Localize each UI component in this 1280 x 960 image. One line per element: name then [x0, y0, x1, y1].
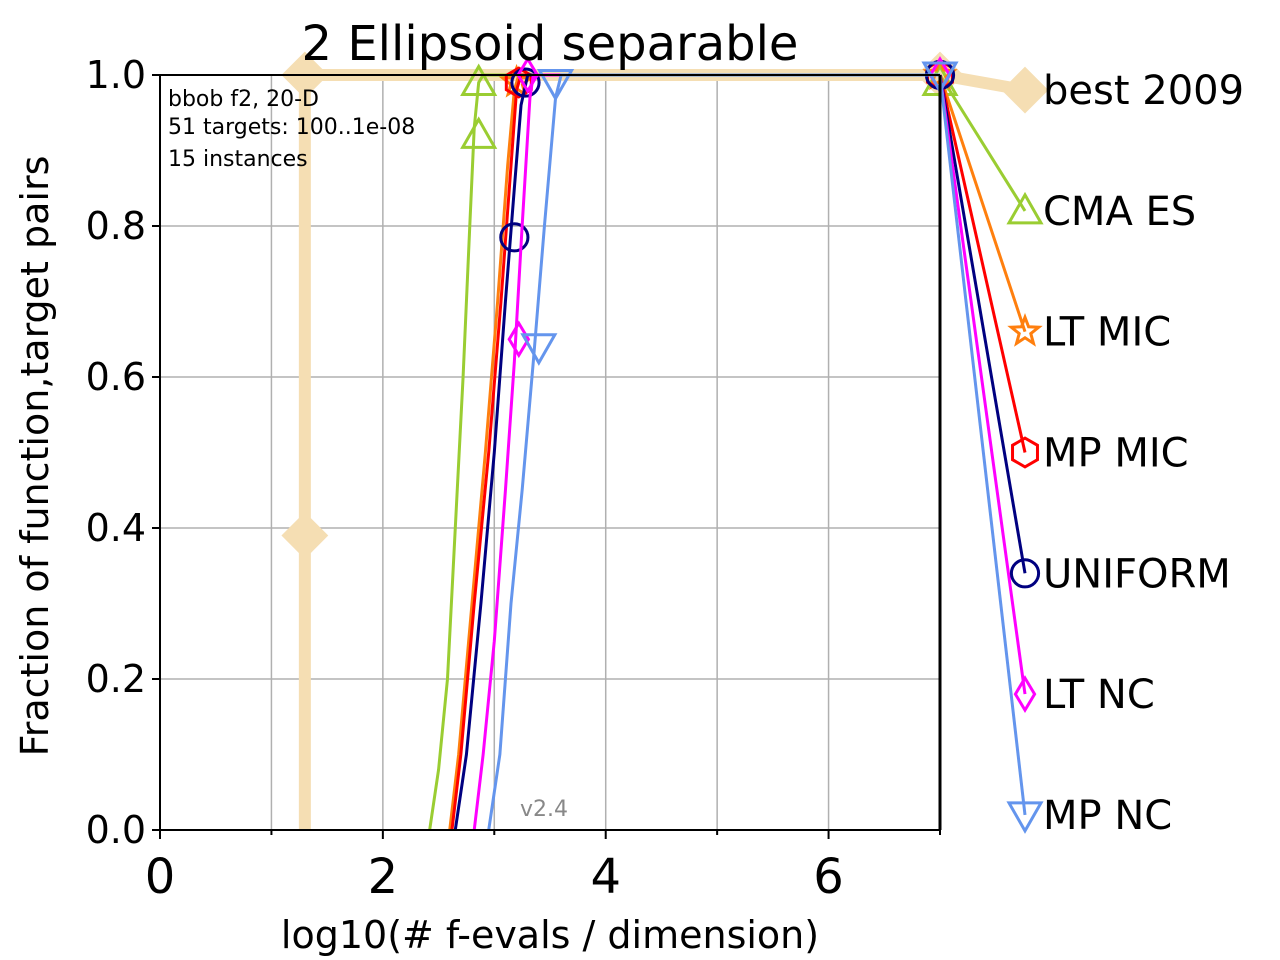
series-mp-nc [487, 61, 1027, 831]
legend: best 2009 CMA ES LT MIC MP MIC UNIFORM LT NC M… [1001, 66, 1244, 839]
series-line-mp-nc [487, 73, 940, 831]
legend-marker-lt-mic [1007, 313, 1043, 347]
x-axis-label: log10(# f-evals / dimension) [281, 913, 819, 957]
legend-marker-cma-es [1006, 191, 1044, 225]
y-tick-label: 1.0 [86, 53, 146, 97]
y-axis-label: Fraction of function,target pairs [13, 156, 57, 757]
info-line-3: 15 instances [168, 147, 308, 172]
chart-title: 2 Ellipsoid separable [302, 16, 799, 72]
axes [159, 74, 942, 831]
legend-label-cma-es: CMA ES [1043, 189, 1196, 235]
y-tick-label: 0.4 [86, 506, 146, 550]
legend-marker-lt-nc [1013, 675, 1037, 714]
version-label: v2.4 [520, 797, 568, 822]
data-marker-mp-nc [520, 333, 558, 366]
legend-connector-mp-mic [938, 74, 1027, 453]
info-line-1: bbob f2, 20-D [168, 87, 319, 112]
data-marker-cma-es [460, 116, 498, 149]
legend-label-lt-nc: LT NC [1043, 672, 1155, 718]
y-tick-label: 0.8 [86, 204, 146, 248]
data-marker-uniform [510, 67, 541, 98]
legend-label-mp-mic: MP MIC [1043, 431, 1189, 477]
y-tick-label: 0.0 [86, 808, 146, 852]
legend-marker-mp-mic [1011, 436, 1039, 469]
y-tick-label: 0.2 [86, 657, 146, 701]
data-marker-lt-nc [516, 56, 540, 94]
data-marker-mp-nc [921, 61, 959, 95]
legend-connector-lt-mic [938, 74, 1027, 333]
legend-marker-mp-nc [1006, 801, 1044, 834]
info-line-2: 51 targets: 100..1e-08 [168, 115, 415, 140]
series-line-lt-mic [448, 73, 940, 831]
x-tick-label: 0 [145, 849, 176, 905]
legend-connector-uniform [938, 74, 1027, 574]
legend-connector-lt-nc [938, 74, 1027, 695]
ticks: 0 2 4 6 0.0 0.2 0.4 0.6 0.8 1.0 [86, 53, 941, 905]
legend-marker-best-2009 [1001, 66, 1049, 114]
data-marker-mp-nc [536, 69, 575, 102]
x-tick-label: 6 [813, 849, 844, 905]
x-tick-label: 2 [368, 849, 399, 905]
data-marker-best-2009 [281, 512, 329, 559]
legend-connector-mp-nc [938, 74, 1027, 816]
legend-label-uniform: UNIFORM [1043, 551, 1231, 597]
legend-label-lt-mic: LT MIC [1043, 310, 1171, 356]
series-line-cma-es [428, 73, 940, 831]
y-tick-label: 0.6 [86, 355, 146, 399]
x-tick-label: 4 [590, 849, 621, 905]
data-marker-cma-es [460, 63, 498, 97]
legend-label-best-2009: best 2009 [1043, 68, 1244, 114]
legend-marker-uniform [1009, 558, 1041, 589]
legend-label-mp-nc: MP NC [1043, 793, 1172, 839]
legend-connector-cma-es [938, 74, 1027, 212]
data-marker-uniform [499, 222, 530, 253]
